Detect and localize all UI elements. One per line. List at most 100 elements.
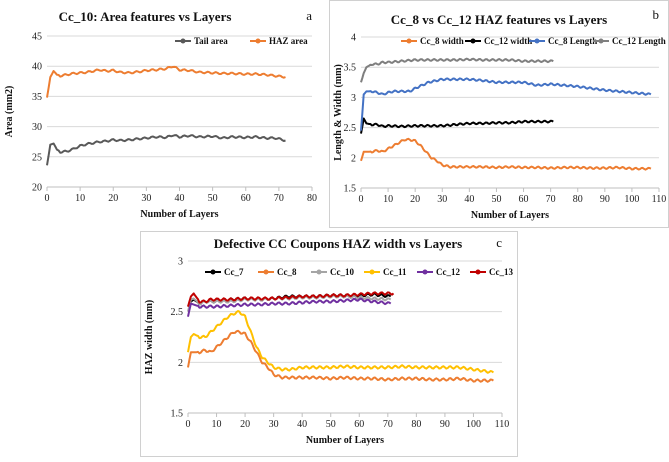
x-tick-label: 20 — [410, 194, 420, 205]
x-tick-label: 70 — [274, 193, 284, 204]
haz-features-chart-svg: 1.522.533.540 10 20 30 40 50 60 70 80 90 100 110Cc_… — [333, 7, 667, 221]
y-axis-label: Length & Width (mm) — [333, 64, 344, 161]
x-tick-label: 80 — [411, 419, 421, 430]
panel-letter: a — [306, 8, 312, 23]
legend-marker — [470, 38, 476, 44]
x-tick-label: 50 — [208, 193, 218, 204]
y-tick-label: 25 — [32, 152, 42, 163]
x-tick-label: 70 — [546, 194, 556, 205]
series-line — [187, 291, 395, 307]
x-tick-label: 60 — [354, 419, 364, 430]
series-line — [46, 65, 286, 98]
legend-entry: Cc_7 — [224, 267, 244, 277]
y-tick-label: 20 — [32, 183, 42, 194]
legend-entry: Cc_8 — [277, 267, 297, 277]
y-axis-label: Area (mm2) — [4, 86, 15, 138]
x-tick-label: 100 — [624, 194, 639, 205]
y-axis-label: HAZ width (mm) — [144, 300, 155, 374]
legend-entry: Cc_12 Length — [612, 36, 666, 46]
y-tick-label: 2 — [351, 153, 356, 164]
series-line — [360, 137, 652, 171]
x-tick-label: 30 — [141, 193, 151, 204]
legend-entry: Cc_12 width — [484, 36, 532, 46]
x-tick-label: 40 — [464, 194, 474, 205]
y-tick-label: 40 — [32, 62, 42, 73]
area-features-chart: 20 25 30 35 40 45 0 10 20 30 40 50 60 70 80 Tail area HA… — [0, 0, 328, 228]
series-line — [360, 117, 554, 134]
y-tick-label: 3.5 — [344, 63, 357, 74]
panel-letter: c — [496, 235, 502, 250]
y-tick-label: 3 — [178, 257, 183, 268]
legend-entry: Tail area — [194, 36, 228, 46]
y-tick-label: 1.5 — [344, 184, 357, 195]
y-tick-label: 30 — [32, 122, 42, 133]
area-features-chart-svg: 20 25 30 35 40 45 0 10 20 30 40 50 60 70 80 Tail area HA… — [4, 8, 317, 220]
x-tick-label: 60 — [241, 193, 251, 204]
x-tick-label: 0 — [45, 193, 50, 204]
x-tick-label: 50 — [326, 419, 336, 430]
x-tick-label: 0 — [359, 194, 364, 205]
x-tick-label: 10 — [75, 193, 85, 204]
legend-marker — [422, 269, 428, 275]
x-tick-label: 20 — [240, 419, 250, 430]
series-line — [187, 294, 392, 312]
x-tick-label: 110 — [495, 419, 510, 430]
series-line — [187, 310, 495, 374]
x-tick-label: 90 — [600, 194, 610, 205]
legend-marker — [255, 38, 261, 44]
legend-entry: HAZ area — [269, 36, 308, 46]
legend-entry: Cc_8 Length — [548, 36, 597, 46]
panel-letter: b — [653, 7, 660, 22]
y-tick-label: 35 — [32, 92, 42, 103]
y-tick-label: 2.5 — [344, 123, 357, 134]
x-tick-label: 40 — [297, 419, 307, 430]
y-tick-label: 2 — [178, 358, 183, 369]
chart-title: Defective CC Coupons HAZ width vs Layers — [214, 236, 462, 251]
x-axis-label: Number of Layers — [471, 210, 549, 221]
x-tick-label: 30 — [269, 419, 279, 430]
legend-marker — [263, 269, 269, 275]
series-line — [360, 77, 652, 131]
x-tick-label: 10 — [383, 194, 393, 205]
x-tick-label: 60 — [519, 194, 529, 205]
legend-marker — [369, 269, 375, 275]
x-tick-label: 0 — [186, 419, 191, 430]
defective-coupons-chart: 1.5 2 2.5 3 0 10 20 30 40 50 60 70 80 90 100 110 Cc_7 Cc_… — [140, 231, 518, 457]
legend-entry: Cc_12 — [436, 267, 460, 277]
legend-marker — [210, 269, 216, 275]
x-tick-label: 40 — [175, 193, 185, 204]
y-tick-label: 4 — [351, 33, 356, 44]
x-tick-label: 10 — [212, 419, 222, 430]
legend-marker — [475, 269, 481, 275]
x-tick-label: 90 — [440, 419, 450, 430]
legend-marker — [180, 38, 186, 44]
x-tick-label: 70 — [383, 419, 393, 430]
haz-features-chart: 1.5 2 2.5 3 3.5 4 0 10 20 30 40 50 60 70 80 90 100 110 Cc_… — [329, 0, 669, 228]
y-tick-label: 45 — [32, 32, 42, 43]
x-axis-label: Number of Layers — [306, 435, 384, 446]
chart-title: Cc_10: Area features vs Layers — [59, 9, 232, 24]
x-tick-label: 30 — [437, 194, 447, 205]
x-tick-label: 50 — [491, 194, 501, 205]
legend-marker — [406, 38, 412, 44]
x-tick-label: 110 — [652, 194, 667, 205]
series-line — [187, 297, 392, 317]
x-tick-label: 80 — [573, 194, 583, 205]
series-line — [46, 134, 286, 166]
y-tick-label: 1.5 — [171, 409, 184, 420]
series-line — [360, 57, 554, 83]
y-tick-label: 2.5 — [171, 307, 184, 318]
x-tick-label: 100 — [466, 419, 481, 430]
legend-entry: Cc_11 — [383, 267, 407, 277]
legend-entry: Cc_8 width — [420, 36, 464, 46]
legend-entry: Cc_13 — [489, 267, 513, 277]
series-line — [187, 329, 494, 383]
legend-marker — [534, 38, 540, 44]
chart-title: Cc_8 vs Cc_12 HAZ features vs Layers — [391, 12, 607, 27]
legend-marker — [316, 269, 322, 275]
legend-marker — [598, 38, 604, 44]
x-axis-label: Number of Layers — [140, 209, 218, 220]
legend-entry: Cc_10 — [330, 267, 354, 277]
x-tick-label: 80 — [307, 193, 317, 204]
